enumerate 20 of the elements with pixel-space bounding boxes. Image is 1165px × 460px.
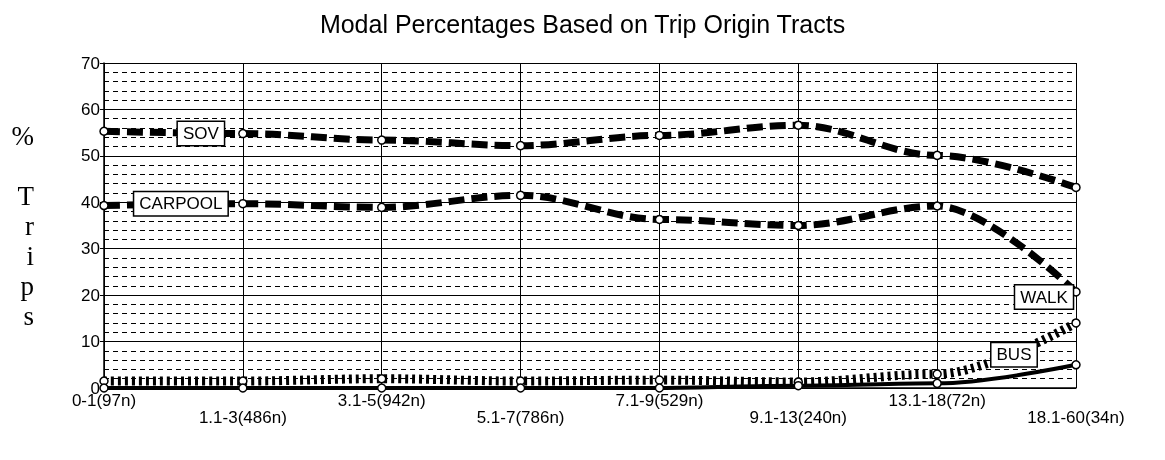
chart-title: Modal Percentages Based on Trip Origin Tracts	[319, 9, 846, 38]
y-tick-label: 30	[81, 239, 100, 259]
x-tick-label: 7.1-9(529n)	[615, 391, 704, 410]
y-tick-label: 70	[81, 53, 100, 73]
x-tick-label: 13.1-18(72n)	[888, 391, 986, 410]
x-tick-label: 5.1-7(786n)	[476, 408, 565, 427]
x-tick-label: 1.1-3(486n)	[198, 408, 287, 427]
y-tick-label: 20	[81, 285, 100, 305]
series-label: BUS	[996, 345, 1032, 365]
series-label: SOV	[182, 124, 220, 144]
x-tick-label: 18.1-60(34n)	[1027, 408, 1125, 427]
y-tick-label: 60	[81, 99, 100, 119]
y-tick-label: 10	[81, 332, 100, 352]
x-tick-label: 9.1-13(240n)	[749, 408, 847, 427]
y-axis-title: % Trips	[11, 120, 35, 331]
x-tick-label: 3.1-5(942n)	[337, 391, 426, 410]
y-tick-label: 40	[81, 192, 100, 212]
y-tick-label: 50	[81, 146, 100, 166]
series-label: WALK	[1020, 287, 1069, 307]
series-label: CARPOOL	[139, 194, 223, 214]
